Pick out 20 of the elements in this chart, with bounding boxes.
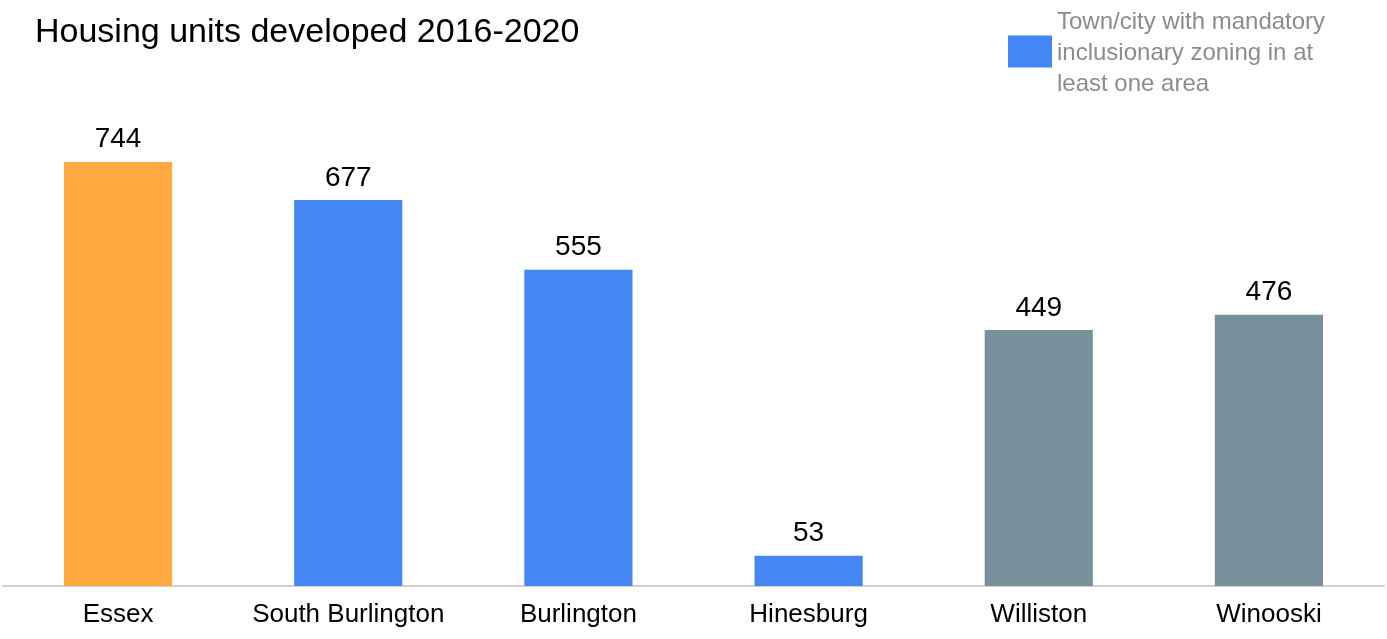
- data-label: 449: [1015, 290, 1063, 322]
- x-tick-label: Burlington: [519, 598, 637, 628]
- x-tick-label: Winooski: [1216, 598, 1322, 628]
- data-label: 53: [793, 516, 825, 548]
- bar: [984, 330, 1093, 586]
- x-tick-label: South Burlington: [252, 598, 445, 628]
- data-label: 555: [555, 230, 602, 262]
- bar: [754, 555, 863, 586]
- bar: [294, 200, 403, 586]
- data-label: 476: [1245, 275, 1293, 307]
- bar: [524, 269, 633, 586]
- data-label: 677: [324, 160, 372, 192]
- data-label: 744: [94, 122, 142, 154]
- x-tick-label: Essex: [82, 598, 154, 628]
- legend-label: Town/city with mandatory inclusionary zoning in at least one area: [1057, 7, 1332, 96]
- chart-title: Housing units developed 2016-2020: [35, 11, 580, 49]
- bar: [63, 161, 173, 586]
- x-tick-label: Williston: [990, 598, 1088, 628]
- bar: [1214, 314, 1324, 586]
- x-tick-label: Hinesburg: [749, 598, 868, 628]
